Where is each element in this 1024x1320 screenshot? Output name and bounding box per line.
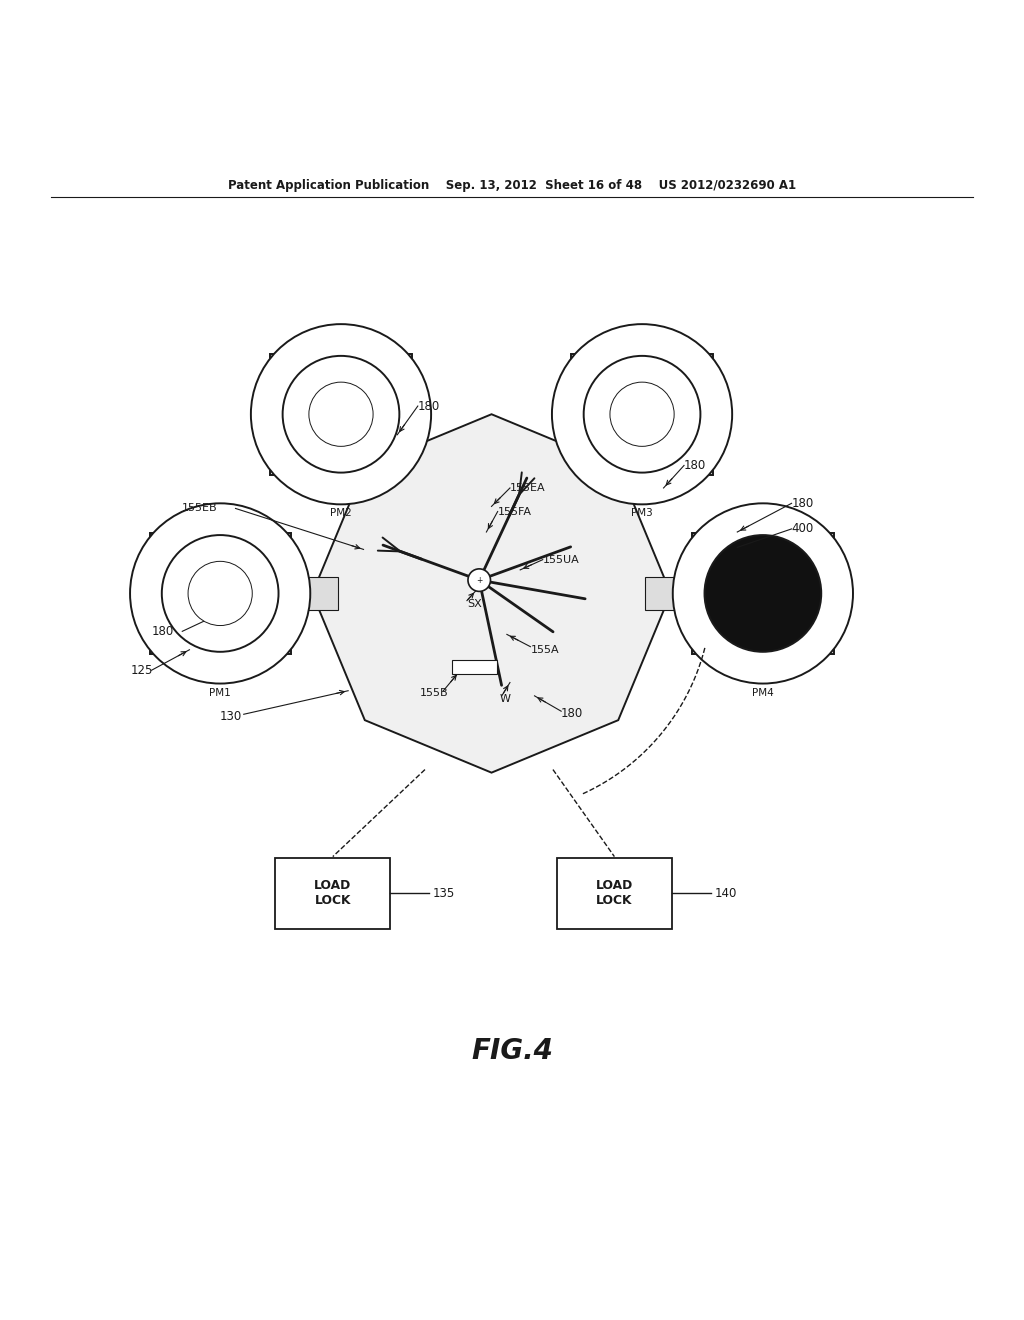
- Circle shape: [610, 381, 674, 446]
- Bar: [571, 354, 713, 475]
- Polygon shape: [312, 414, 671, 772]
- Text: LOAD
LOCK: LOAD LOCK: [314, 879, 351, 907]
- Text: SX: SX: [467, 599, 481, 609]
- Circle shape: [584, 356, 700, 473]
- Bar: [281, 364, 401, 465]
- Text: LOAD
LOCK: LOAD LOCK: [596, 879, 633, 907]
- Bar: [702, 544, 823, 644]
- Circle shape: [188, 561, 252, 626]
- Bar: [452, 660, 497, 675]
- Text: 180: 180: [152, 624, 174, 638]
- Text: PM2: PM2: [330, 508, 352, 519]
- Circle shape: [309, 381, 373, 446]
- Bar: [160, 544, 281, 644]
- Text: Patent Application Publication    Sep. 13, 2012  Sheet 16 of 48    US 2012/02326: Patent Application Publication Sep. 13, …: [228, 180, 796, 193]
- Circle shape: [468, 569, 490, 591]
- Text: 180: 180: [561, 706, 584, 719]
- Text: 155EB: 155EB: [182, 503, 218, 513]
- Text: FIG.4: FIG.4: [471, 1038, 553, 1065]
- Text: 180: 180: [418, 400, 440, 413]
- Text: 180: 180: [684, 459, 707, 473]
- Text: W: W: [500, 694, 511, 704]
- Bar: [557, 858, 672, 929]
- Bar: [270, 354, 412, 475]
- Text: PM1: PM1: [209, 688, 231, 698]
- Circle shape: [162, 535, 279, 652]
- Circle shape: [552, 325, 732, 504]
- Bar: [150, 533, 291, 653]
- Polygon shape: [351, 434, 407, 490]
- Polygon shape: [577, 434, 632, 490]
- Polygon shape: [282, 577, 338, 610]
- Text: +: +: [476, 576, 482, 585]
- Bar: [582, 364, 702, 465]
- Text: PM4: PM4: [752, 688, 774, 698]
- Text: 125: 125: [131, 664, 154, 677]
- Text: PM3: PM3: [631, 508, 653, 519]
- Bar: [275, 858, 390, 929]
- Text: 155A: 155A: [530, 644, 559, 655]
- Circle shape: [283, 356, 399, 473]
- Text: 155FA: 155FA: [498, 507, 531, 516]
- Text: 155B: 155B: [420, 688, 449, 698]
- Text: 130: 130: [220, 710, 243, 723]
- Circle shape: [130, 503, 310, 684]
- Bar: [692, 533, 834, 653]
- Circle shape: [673, 503, 853, 684]
- Text: 155UA: 155UA: [543, 554, 580, 565]
- Polygon shape: [645, 577, 700, 610]
- Circle shape: [705, 535, 821, 652]
- Text: 180: 180: [792, 496, 814, 510]
- Text: 155EA: 155EA: [510, 483, 546, 492]
- Circle shape: [251, 325, 431, 504]
- Text: 140: 140: [715, 887, 737, 900]
- Text: 400: 400: [792, 523, 814, 536]
- Text: 135: 135: [433, 887, 456, 900]
